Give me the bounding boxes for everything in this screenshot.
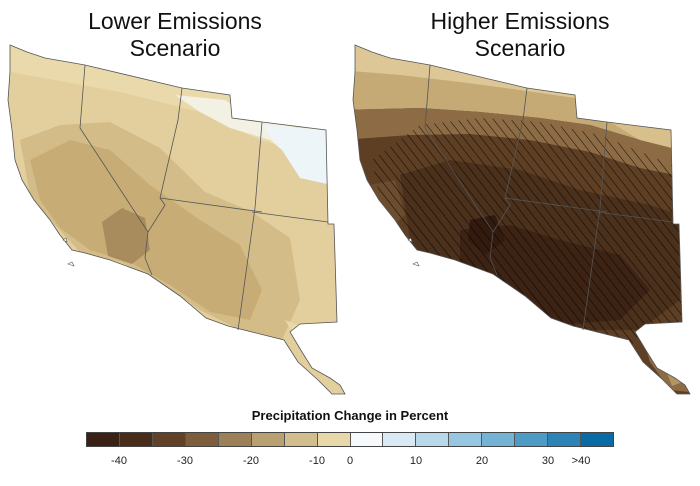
map-lower-emissions (7, 44, 346, 395)
legend-tick-label: -30 (177, 455, 193, 467)
map-higher-emissions (352, 44, 691, 395)
legend-tick-label: 10 (409, 455, 423, 467)
legend-swatch (119, 433, 153, 446)
legend-title: Precipitation Change in Percent (251, 408, 449, 423)
panel-title-lower-emissions: Lower Emissions Scenario (88, 8, 262, 61)
legend-swatch (251, 433, 285, 446)
legend-swatch (581, 433, 613, 446)
legend-swatch (284, 433, 318, 446)
legend-swatch (185, 433, 219, 446)
legend-swatch (152, 433, 186, 446)
legend-swatch (218, 433, 252, 446)
legend-color-bar (86, 432, 614, 447)
legend-swatch (317, 433, 351, 446)
legend-tick-label: >40 (571, 455, 591, 467)
legend-swatch (515, 433, 549, 446)
legend-tick-label: 0 (346, 455, 354, 467)
legend-tick-label: -40 (111, 455, 127, 467)
legend-swatch (87, 433, 120, 446)
legend-swatch (416, 433, 450, 446)
legend-tick-label: 30 (541, 455, 555, 467)
legend-swatch (482, 433, 516, 446)
legend-swatch (383, 433, 417, 446)
legend-tick-label: -20 (243, 455, 259, 467)
panel-title-higher-emissions: Higher Emissions Scenario (430, 8, 610, 61)
legend-swatch (350, 433, 384, 446)
legend-swatch (449, 433, 483, 446)
legend-swatch (548, 433, 582, 446)
legend-tick-label: -10 (309, 455, 325, 467)
legend-tick-label: 20 (475, 455, 489, 467)
